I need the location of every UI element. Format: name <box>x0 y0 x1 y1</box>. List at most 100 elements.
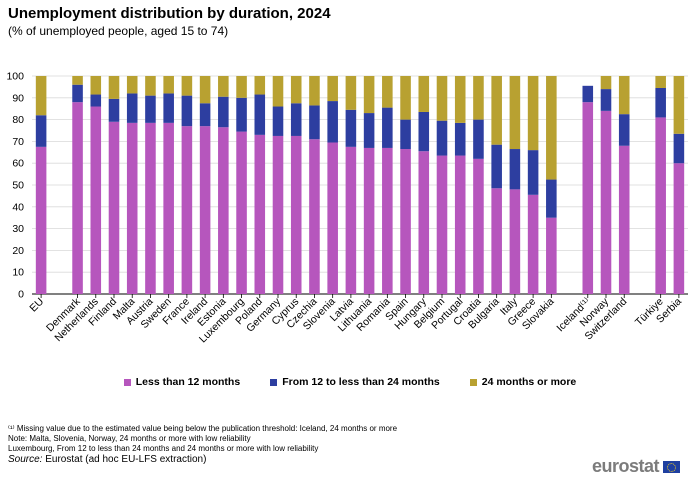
footnote-2: Note: Malta, Slovenia, Norway, 24 months… <box>8 434 251 443</box>
bar-segment <box>327 142 338 294</box>
bar-segment <box>618 114 630 146</box>
bar-segment <box>145 95 156 123</box>
y-tick-label: 60 <box>12 158 24 170</box>
bar-segment <box>546 179 557 218</box>
bar-segment <box>473 158 484 294</box>
bar-segment <box>181 126 193 294</box>
bar-segment <box>309 105 320 140</box>
bar-segment <box>218 76 229 97</box>
bar-segment <box>618 145 630 294</box>
bar-segment <box>309 76 320 106</box>
bar-segment <box>272 135 284 294</box>
bar-segment <box>327 101 338 143</box>
bar-segment <box>655 76 666 88</box>
bar-segment <box>236 76 247 98</box>
bar-segment <box>290 76 302 104</box>
bar-segment <box>345 76 357 110</box>
y-tick-label: 30 <box>12 223 24 235</box>
source-text: Eurostat (ad hoc EU-LFS extraction) <box>42 454 207 465</box>
bar-segment <box>145 76 156 96</box>
bar-segment <box>382 147 393 294</box>
logo-text: eurostat <box>591 456 660 476</box>
y-axis: 0 10 20 30 40 50 60 70 80 90 100 <box>6 71 24 301</box>
bar-segment <box>582 102 594 294</box>
bar-segment <box>72 84 83 103</box>
bar-segment <box>382 107 393 148</box>
footnotes: ⁽¹⁾ Missing value due to the estimated v… <box>8 424 568 466</box>
x-axis: EUDenmarkNetherlandsFinlandMaltaAustriaS… <box>27 294 684 345</box>
legend-swatch-blue <box>270 378 278 386</box>
bar-segment <box>236 131 247 294</box>
bar-segment <box>218 96 229 128</box>
legend-item-less-12: Less than 12 months <box>123 376 241 388</box>
bar-segment <box>163 122 174 295</box>
x-tick-label: EU <box>27 296 46 315</box>
legend-swatch-purple <box>123 378 131 386</box>
bar-segment <box>527 76 539 151</box>
bar-segment <box>126 76 138 94</box>
bar-segment <box>546 76 557 180</box>
bar-segment <box>473 119 484 159</box>
bar-segment <box>436 76 448 121</box>
bar-segment <box>363 76 375 114</box>
bar-segment <box>509 76 521 150</box>
bar-segment <box>290 135 302 294</box>
bar-segment <box>600 76 612 90</box>
bar-segment <box>345 146 357 294</box>
bar-segment <box>199 126 211 294</box>
bar-segment <box>181 95 193 127</box>
bar-segment <box>126 122 138 295</box>
bar-segment <box>509 149 521 190</box>
y-tick-label: 80 <box>12 114 24 126</box>
bar-segment <box>418 111 430 152</box>
legend-item-24-plus: 24 months or more <box>469 376 576 388</box>
bar-segment <box>90 94 102 107</box>
y-tick-label: 90 <box>12 92 24 104</box>
bar-segment <box>473 76 484 120</box>
y-tick-label: 40 <box>12 201 24 213</box>
bar-segment <box>509 189 521 294</box>
bar-segment <box>363 113 375 148</box>
chart-subtitle: (% of unemployed people, aged 15 to 74) <box>8 24 229 38</box>
legend: Less than 12 months From 12 to less than… <box>0 376 700 388</box>
bar-segment <box>454 122 466 156</box>
source-line: Source: Eurostat (ad hoc EU-LFS extracti… <box>8 454 568 466</box>
legend-label: Less than 12 months <box>135 376 241 388</box>
bar-segment <box>35 146 47 294</box>
footnote-1: ⁽¹⁾ Missing value due to the estimated v… <box>8 424 398 433</box>
legend-label: From 12 to less than 24 months <box>282 376 440 388</box>
bar-segment <box>600 110 612 294</box>
bar-segment <box>108 121 120 294</box>
bar-segment <box>363 147 375 294</box>
bar-segment <box>655 87 666 118</box>
bar-segment <box>546 217 557 294</box>
bar-segment <box>400 76 411 120</box>
bar-segment <box>345 109 357 147</box>
bar-segment <box>199 76 211 104</box>
grid-lines <box>32 75 688 295</box>
bar-segment <box>491 144 502 189</box>
bar-segment <box>309 139 320 294</box>
bar-segment <box>181 76 193 96</box>
source-label: Source: <box>8 454 43 465</box>
bar-segment <box>199 103 211 127</box>
bar-segment <box>218 127 229 294</box>
bar-segment <box>491 76 502 145</box>
bar-segment <box>90 106 102 295</box>
bar-segment <box>454 155 466 294</box>
eu-flag-icon <box>663 460 680 473</box>
y-tick-label: 70 <box>12 136 24 148</box>
bar-segment <box>436 155 448 294</box>
footnote-3: Luxembourg, From 12 to less than 24 mont… <box>8 444 319 453</box>
bar-segment <box>618 76 630 115</box>
bars <box>35 76 685 295</box>
bar-segment <box>35 76 47 116</box>
bar-segment <box>400 119 411 150</box>
bar-segment <box>527 194 539 294</box>
bar-segment <box>655 117 666 294</box>
y-tick-label: 0 <box>18 289 24 301</box>
bar-segment <box>418 151 430 294</box>
bar-segment <box>673 76 685 134</box>
y-tick-label: 20 <box>12 245 24 257</box>
bar-segment <box>254 134 266 294</box>
